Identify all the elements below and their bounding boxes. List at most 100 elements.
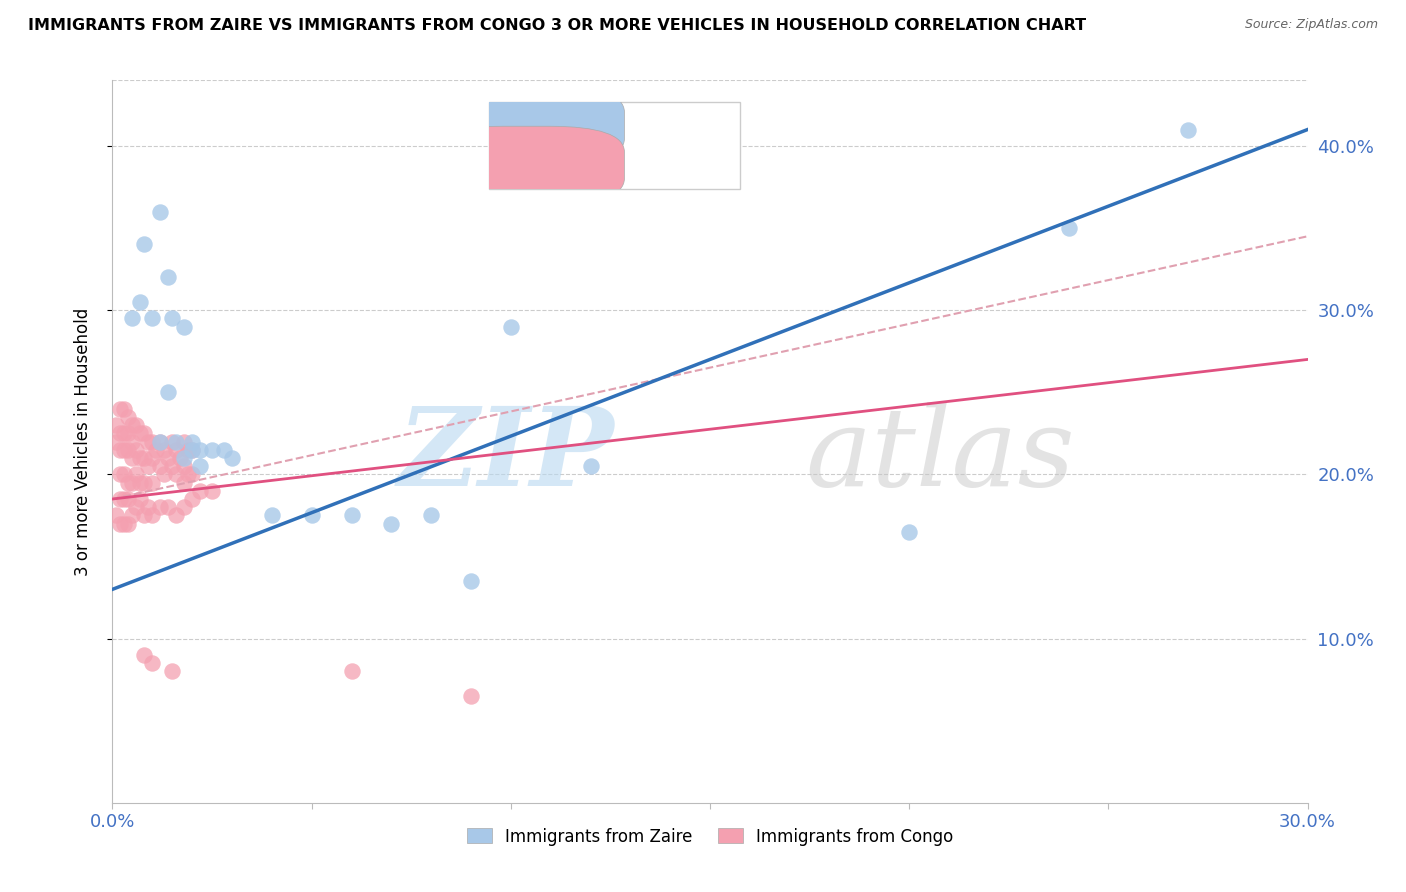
Point [145, 442, 167, 457]
Point [157, 385, 180, 400]
Point [169, 450, 191, 465]
Point [138, 500, 160, 515]
Point [117, 475, 139, 490]
Point [149, 434, 172, 449]
Point [141, 311, 163, 326]
Point [129, 426, 152, 441]
Point [105, 434, 128, 449]
Point [340, 508, 363, 523]
Point [138, 434, 160, 449]
Point [162, 434, 183, 449]
Point [129, 295, 152, 310]
Point [221, 450, 243, 465]
Point [173, 459, 195, 474]
Point [173, 319, 195, 334]
Point [157, 270, 180, 285]
Point [141, 450, 163, 465]
Point [1177, 122, 1199, 136]
Point [110, 442, 132, 457]
Point [129, 491, 152, 506]
Point [125, 418, 148, 433]
Point [181, 467, 204, 482]
Point [129, 475, 152, 490]
Point [129, 450, 152, 465]
Point [579, 459, 602, 474]
Point [134, 426, 156, 441]
Point [188, 442, 211, 457]
Point [110, 467, 132, 482]
Point [301, 508, 323, 523]
Point [141, 434, 163, 449]
Point [149, 500, 172, 515]
Point [114, 467, 135, 482]
Point [121, 450, 143, 465]
Point [153, 467, 176, 482]
Text: Source: ZipAtlas.com: Source: ZipAtlas.com [1244, 18, 1378, 31]
Point [499, 319, 522, 334]
Point [134, 450, 156, 465]
Point [134, 475, 156, 490]
Point [105, 418, 128, 433]
Legend: Immigrants from Zaire, Immigrants from Congo: Immigrants from Zaire, Immigrants from C… [460, 821, 960, 852]
Point [380, 516, 402, 531]
Point [162, 311, 183, 326]
Point [173, 450, 195, 465]
Point [125, 442, 148, 457]
Point [134, 648, 156, 662]
Point [141, 657, 163, 671]
Point [188, 483, 211, 498]
Point [121, 508, 143, 523]
Point [201, 483, 224, 498]
Point [173, 475, 195, 490]
Point [157, 450, 180, 465]
Text: ZIP: ZIP [398, 402, 614, 509]
Point [117, 491, 139, 506]
Point [114, 516, 135, 531]
Point [125, 467, 148, 482]
Point [420, 508, 443, 523]
Point [134, 508, 156, 523]
Point [340, 665, 363, 679]
Point [173, 434, 195, 449]
Point [181, 434, 204, 449]
Point [260, 508, 283, 523]
Point [117, 442, 139, 457]
Y-axis label: 3 or more Vehicles in Household: 3 or more Vehicles in Household [73, 308, 91, 575]
Point [149, 204, 172, 219]
Text: atlas: atlas [806, 402, 1076, 509]
Point [117, 409, 139, 424]
Point [114, 491, 135, 506]
Point [117, 516, 139, 531]
Point [157, 500, 180, 515]
Point [121, 311, 143, 326]
Point [110, 491, 132, 506]
Point [121, 434, 143, 449]
Point [117, 426, 139, 441]
Point [165, 442, 187, 457]
Point [114, 442, 135, 457]
Point [110, 516, 132, 531]
Point [141, 508, 163, 523]
Point [121, 475, 143, 490]
Point [165, 467, 187, 482]
Point [114, 426, 135, 441]
Point [162, 665, 183, 679]
Point [898, 524, 921, 539]
Point [173, 500, 195, 515]
Point [201, 442, 224, 457]
Point [121, 418, 143, 433]
Point [181, 491, 204, 506]
Point [177, 467, 200, 482]
Point [138, 459, 160, 474]
Point [149, 459, 172, 474]
Point [149, 434, 172, 449]
Point [153, 442, 176, 457]
Point [1057, 221, 1080, 235]
Point [165, 434, 187, 449]
Point [105, 508, 128, 523]
Point [125, 500, 148, 515]
Point [141, 475, 163, 490]
Point [212, 442, 235, 457]
Point [181, 442, 204, 457]
Text: IMMIGRANTS FROM ZAIRE VS IMMIGRANTS FROM CONGO 3 OR MORE VEHICLES IN HOUSEHOLD C: IMMIGRANTS FROM ZAIRE VS IMMIGRANTS FROM… [28, 18, 1087, 33]
